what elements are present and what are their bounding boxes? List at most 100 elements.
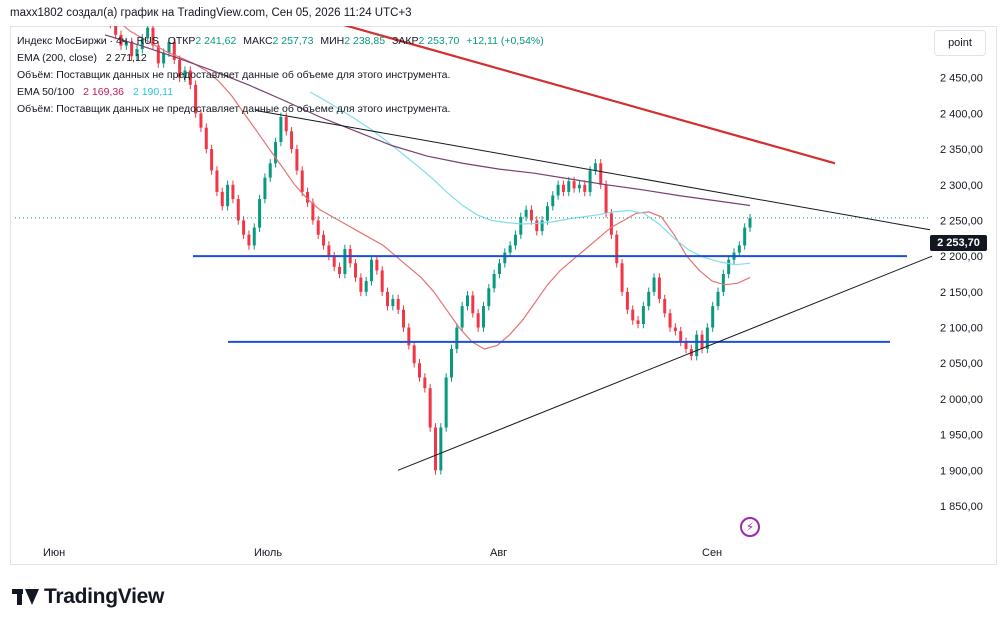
candle-body [455,327,459,349]
candle-body [375,259,379,271]
candle-body [247,234,251,246]
support-trendline [397,255,933,471]
candle-body [497,263,501,274]
chart-legend: Индекс МосБиржи · 4ч · RUS ОТКР2 241,62 … [17,33,544,118]
drawings-group [15,26,933,471]
y-tick-label: 2 250,00 [940,215,983,227]
last-price-tag: 2 253,70 [930,235,987,251]
candle-body [338,266,342,274]
candle-body [647,291,651,307]
tradingview-logo-icon [12,587,39,607]
ema100-line [309,91,751,266]
candle-body [135,49,139,57]
candle-body [306,191,310,203]
volume-note-1: Объём: Поставщик данных не предоставляет… [17,69,451,81]
attribution-header: maxx1802 создал(а) график на TradingView… [10,7,412,19]
y-tick-label: 2 000,00 [940,394,983,406]
symbol-label[interactable]: Индекс МосБиржи · 4ч · RUS [17,35,159,47]
candle-body [465,295,469,307]
candle-body [625,291,629,310]
candle-body [130,42,134,57]
candle-body [657,277,661,299]
candle-body [124,42,128,46]
candle-body [386,291,390,307]
candle-body [210,149,214,171]
candle-body [364,281,368,292]
candle-body [636,320,640,324]
candle-body [572,181,576,189]
candle-body [412,345,416,364]
candle-body [641,306,645,324]
ema200-label[interactable]: EMA (200, close) [17,52,97,64]
candle-body [220,191,224,207]
candle-body [194,84,198,114]
candle-body [327,245,331,257]
candle-body [274,141,278,164]
candle-body [444,377,448,428]
candle-body [599,163,603,185]
candle-body [663,298,667,314]
y-tick-label: 2 050,00 [940,358,983,370]
candle-body [343,249,347,274]
candle-body [183,70,187,78]
high-label: МАКС [243,35,273,47]
candle-body [721,274,725,292]
candle-body [236,199,240,221]
candle-body [215,170,219,192]
candle-body [519,216,523,235]
candle-body [577,184,581,189]
candle-body [316,220,320,235]
y-tick-label: 2 450,00 [940,73,983,85]
scale-mode-button[interactable]: point [934,30,986,56]
candle-body [402,309,406,328]
open-label: ОТКР [167,35,196,47]
close-label: ЗАКР [392,35,419,47]
candle-body [679,331,683,342]
ema-50-100-label[interactable]: EMA 50/100 [17,86,75,98]
x-tick-label: Авг [490,547,507,559]
ema200-line [104,34,751,207]
candle-body [332,256,336,267]
candle-body [711,306,715,328]
change-value: +12,11 (+0,54%) [466,35,544,47]
candle-body [615,234,619,264]
candle-body [322,234,326,246]
candle-body [556,184,560,196]
candle-body [359,277,363,292]
ema-lines-group [104,26,751,350]
candle-body [284,116,288,132]
candle-body [423,377,427,389]
candle-body [391,298,395,307]
candle-body [146,27,150,39]
tradingview-logo: TradingView [12,585,164,609]
open-value: 2 241,62 [195,35,237,47]
candle-body [535,220,539,232]
candle-body [407,327,411,346]
y-tick-label: 2 300,00 [940,180,983,192]
candle-body [705,327,709,349]
candle-body [151,27,155,46]
ema100-value: 2 190,11 [132,86,174,98]
candle-body [716,291,720,307]
red-downtrend-line [343,26,836,165]
candle-body [529,209,533,221]
candle-body [684,341,688,349]
candle-body [268,163,272,178]
x-tick-label: Сен [702,547,722,559]
y-axis: 2 500,002 450,002 400,002 350,002 300,00… [940,37,983,513]
flash-icon[interactable]: ⚡ [740,517,760,537]
candle-body [231,184,235,200]
candle-body [204,127,208,150]
candle-body [290,131,294,150]
candle-body [199,113,203,128]
upper-trendline [255,110,931,231]
y-tick-label: 1 900,00 [940,465,983,477]
close-value: 2 253,70 [418,35,460,47]
candle-body [354,263,358,278]
ema50-value: 2 169,36 [83,86,125,98]
candle-body [449,348,453,378]
candle-body [258,199,262,228]
candle-body [540,220,544,232]
candle-body [428,388,432,428]
candle-body [140,38,144,50]
